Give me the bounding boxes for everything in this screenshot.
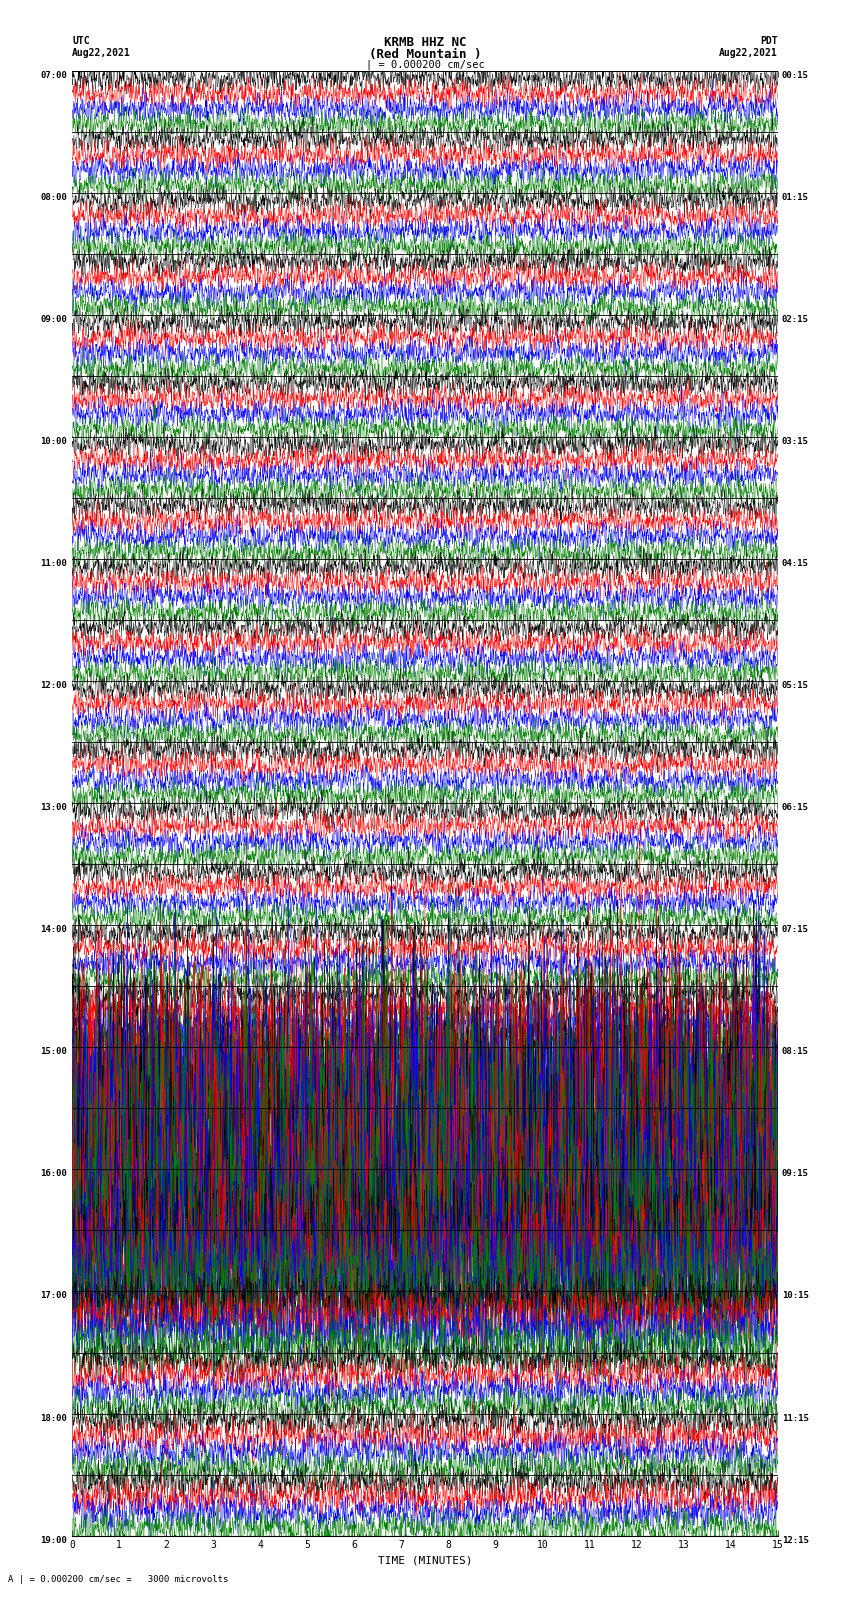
Text: 09:15: 09:15 bbox=[782, 1169, 809, 1179]
Text: 10:15: 10:15 bbox=[782, 1292, 809, 1300]
Text: 09:00: 09:00 bbox=[40, 315, 67, 324]
Text: 07:15: 07:15 bbox=[782, 926, 809, 934]
Text: 00:15: 00:15 bbox=[782, 71, 809, 81]
Text: 15:00: 15:00 bbox=[40, 1047, 67, 1057]
Text: 17:00: 17:00 bbox=[40, 1292, 67, 1300]
Text: UTC: UTC bbox=[72, 37, 90, 47]
Text: 12:15: 12:15 bbox=[782, 1536, 809, 1545]
Text: 16:00: 16:00 bbox=[40, 1169, 67, 1179]
Text: 10:00: 10:00 bbox=[40, 437, 67, 447]
Text: 03:15: 03:15 bbox=[782, 437, 809, 447]
Text: Aug22,2021: Aug22,2021 bbox=[719, 47, 778, 58]
Text: 19:00: 19:00 bbox=[40, 1536, 67, 1545]
Text: 08:00: 08:00 bbox=[40, 194, 67, 202]
Text: | = 0.000200 cm/sec: | = 0.000200 cm/sec bbox=[366, 60, 484, 71]
Text: 13:00: 13:00 bbox=[40, 803, 67, 813]
Text: 08:15: 08:15 bbox=[782, 1047, 809, 1057]
Text: 06:15: 06:15 bbox=[782, 803, 809, 813]
Text: 11:15: 11:15 bbox=[782, 1413, 809, 1423]
Text: PDT: PDT bbox=[760, 37, 778, 47]
Text: KRMB HHZ NC: KRMB HHZ NC bbox=[383, 37, 467, 50]
Text: 14:00: 14:00 bbox=[40, 926, 67, 934]
Text: 07:00: 07:00 bbox=[40, 71, 67, 81]
Text: 02:15: 02:15 bbox=[782, 315, 809, 324]
Text: 05:15: 05:15 bbox=[782, 681, 809, 690]
Text: 11:00: 11:00 bbox=[40, 560, 67, 568]
X-axis label: TIME (MINUTES): TIME (MINUTES) bbox=[377, 1557, 473, 1566]
Text: (Red Mountain ): (Red Mountain ) bbox=[369, 47, 481, 61]
Text: Aug22,2021: Aug22,2021 bbox=[72, 47, 131, 58]
Text: 01:15: 01:15 bbox=[782, 194, 809, 202]
Text: A | = 0.000200 cm/sec =   3000 microvolts: A | = 0.000200 cm/sec = 3000 microvolts bbox=[8, 1574, 229, 1584]
Text: 18:00: 18:00 bbox=[40, 1413, 67, 1423]
Text: 04:15: 04:15 bbox=[782, 560, 809, 568]
Text: 12:00: 12:00 bbox=[40, 681, 67, 690]
